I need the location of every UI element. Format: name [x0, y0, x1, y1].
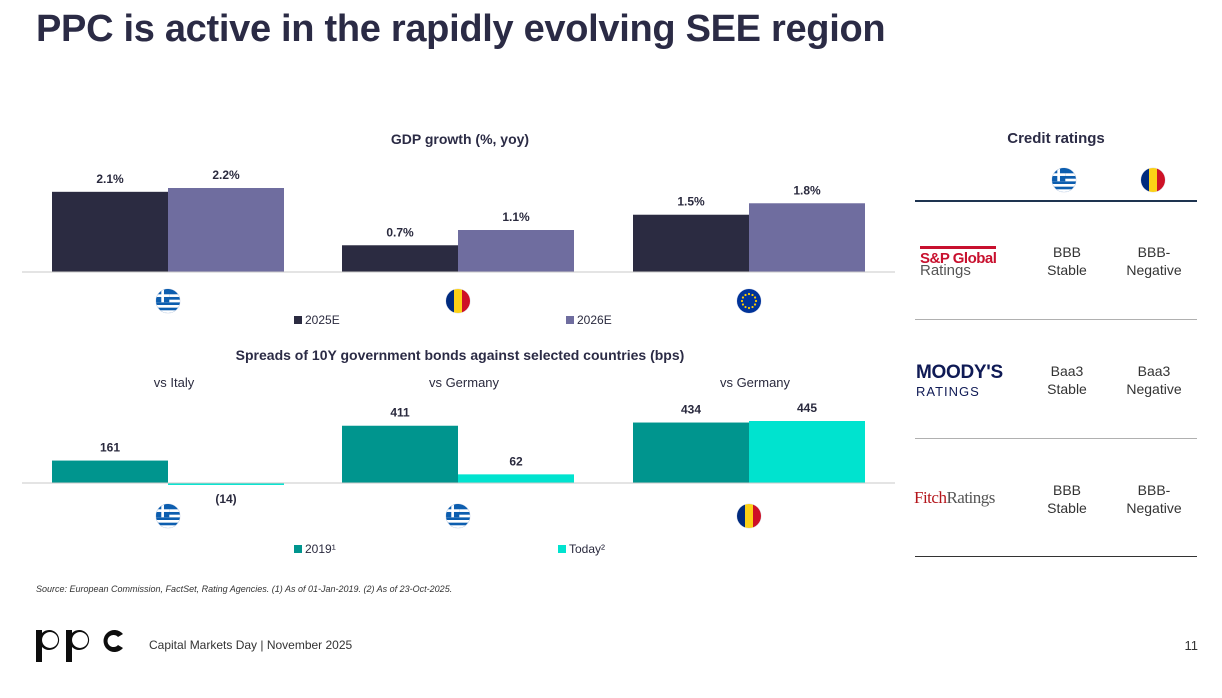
spreads-data-label: 434: [681, 403, 701, 417]
romania-flag-icon: [737, 504, 762, 529]
ppc-logo-icon: [36, 630, 123, 662]
moodys-logo-sub: RATINGS: [916, 384, 980, 399]
spreads-bar: [168, 483, 284, 485]
sp-romania-rating: BBB- Negative: [1126, 244, 1182, 278]
greece-flag-icon: [156, 504, 181, 529]
page-title: PPC is active in the rapidly evolving SE…: [36, 8, 886, 50]
spreads-category-label: vs Italy: [154, 375, 195, 390]
spreads-bar: [633, 422, 749, 483]
ratings-divider: [915, 319, 1197, 320]
gdp-data-label: 1.5%: [677, 195, 705, 209]
fitch-logo: FitchRatings: [914, 488, 995, 507]
spreads-category-label: vs Germany: [720, 375, 791, 390]
spreads-legend-label: 2019¹: [305, 542, 336, 556]
page-number: 11: [1184, 638, 1199, 653]
spreads-data-label: (14): [215, 492, 236, 506]
credit-ratings-title: Credit ratings: [1007, 130, 1105, 147]
gdp-chart-title: GDP growth (%, yoy): [391, 131, 529, 147]
spreads-data-label: 161: [100, 441, 120, 455]
fitch-romania-rating: BBB- Negative: [1126, 482, 1182, 516]
gdp-legend-swatch: [566, 316, 574, 324]
gdp-bar: [168, 188, 284, 272]
spreads-legend-label: Today²: [569, 542, 605, 556]
sp-global-logo: S&P Global: [920, 246, 997, 267]
gdp-bar: [749, 203, 865, 272]
sp-global-logo-sub: Ratings: [920, 262, 971, 279]
romania-flag-icon: [446, 289, 471, 314]
spreads-data-label: 62: [509, 454, 523, 468]
eu-flag-icon: [736, 288, 762, 314]
gdp-legend-label: 2025E: [305, 313, 340, 327]
spreads-legend-swatch: [294, 545, 302, 553]
gdp-legend-label: 2026E: [577, 313, 612, 327]
spreads-chart-title: Spreads of 10Y government bonds against …: [236, 347, 685, 363]
spreads-bar: [342, 425, 458, 483]
gdp-bar: [633, 214, 749, 272]
gdp-data-label: 1.1%: [502, 210, 530, 224]
gdp-legend-swatch: [294, 316, 302, 324]
source-note: Source: European Commission, FactSet, Ra…: [36, 584, 453, 594]
footer-text: Capital Markets Day | November 2025: [149, 638, 353, 652]
spreads-data-label: 445: [797, 401, 817, 415]
gdp-bar: [52, 191, 168, 272]
spreads-legend-swatch: [558, 545, 566, 553]
spreads-category-label: vs Germany: [429, 375, 500, 390]
gdp-bar: [458, 230, 574, 272]
greece-flag-icon: [1050, 166, 1078, 194]
spreads-bar: [52, 460, 168, 483]
greece-flag-icon: [156, 289, 181, 314]
gdp-data-label: 0.7%: [386, 225, 414, 239]
gdp-data-label: 1.8%: [793, 183, 821, 197]
spreads-data-label: 411: [390, 406, 410, 420]
ratings-bottom-line: [915, 556, 1197, 557]
gdp-bar: [342, 245, 458, 272]
ratings-header-line: [915, 200, 1197, 202]
ratings-divider: [915, 438, 1197, 439]
gdp-data-label: 2.2%: [212, 168, 240, 182]
fitch-greece-rating: BBB Stable: [1047, 482, 1087, 516]
romania-flag-icon: [1139, 166, 1167, 194]
gdp-data-label: 2.1%: [96, 172, 124, 186]
sp-greece-rating: BBB Stable: [1047, 244, 1087, 278]
moodys-romania-rating: Baa3 Negative: [1126, 363, 1182, 397]
spreads-bar: [458, 474, 574, 483]
spreads-bar: [749, 421, 865, 483]
charts-area: GDP growth (%, yoy) 2.1% 0.7% 1.5% 2.2% 1.1% 1…: [22, 131, 895, 556]
moodys-logo: MOODY'S: [916, 362, 1003, 383]
moodys-greece-rating: Baa3 Stable: [1047, 363, 1087, 397]
greece-flag-icon: [446, 504, 471, 529]
